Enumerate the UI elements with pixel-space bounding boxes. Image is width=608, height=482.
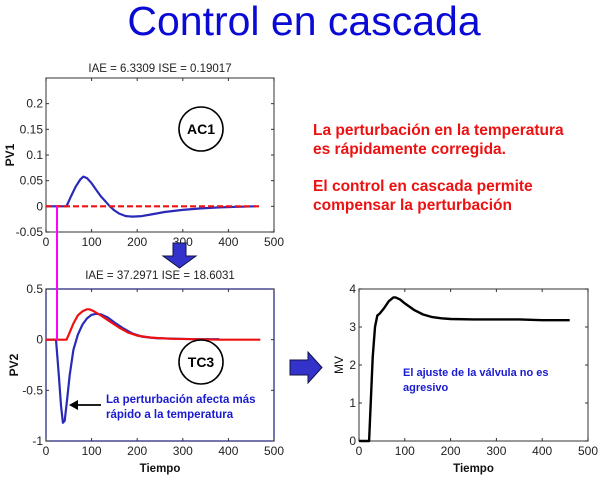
plot-frame <box>45 77 275 233</box>
y-tick-label: 0.5 <box>26 282 43 296</box>
y-tick-label: 0 <box>36 199 43 213</box>
pv2-annotation-text-2: rápido a la temperatura <box>106 409 234 421</box>
note-cascade-compensates: El control en cascada permite compensar … <box>313 177 533 215</box>
x-tick-label: 100 <box>395 444 415 458</box>
x-tick-label: 400 <box>218 235 238 249</box>
note-disturbance-corrected: La perturbación en la temperatura es ráp… <box>313 121 564 159</box>
y-tick-label: 0.05 <box>20 174 44 188</box>
x-tick-label: 0 <box>43 235 50 249</box>
y-tick-label: 0 <box>36 333 43 347</box>
series-line <box>46 175 256 218</box>
tc3-badge: TC3 <box>178 339 224 385</box>
tc3-circle <box>178 339 224 385</box>
pv2-annotation-text-1: La perturbación afecta más <box>106 394 256 406</box>
ac1-badge: AC1 <box>178 106 224 152</box>
plot-frame <box>45 288 275 442</box>
chart-mv: 0 100 200 300 400 500 0 1 2 3 4 Tiempo MV <box>332 282 598 475</box>
chart-title: IAE = 37.2971 ISE = 18.6031 <box>85 270 235 282</box>
y-axis-label: PV1 <box>3 143 17 166</box>
note-line: El control en cascada permite <box>313 178 533 195</box>
series-line <box>359 296 570 443</box>
x-tick-label: 500 <box>578 444 598 458</box>
y-tick-label: 1 <box>349 396 356 410</box>
y-tick-label: 2 <box>349 358 356 372</box>
x-tick-label: 200 <box>127 444 147 458</box>
y-tick-label: 0 <box>349 434 356 448</box>
mv-annotation-text-1: El ajuste de la válvula no es <box>403 367 549 379</box>
x-tick-label: 100 <box>82 444 102 458</box>
series-line <box>46 308 261 341</box>
tc3-label: TC3 <box>188 354 215 370</box>
y-axis-label: PV2 <box>7 353 21 376</box>
x-axis-label: Tiempo <box>453 463 494 475</box>
chart-title: IAE = 6.3309 ISE = 0.19017 <box>88 63 231 75</box>
x-tick-label: 400 <box>218 444 238 458</box>
y-tick-label: 0.2 <box>26 97 43 111</box>
x-tick-label: 200 <box>127 235 147 249</box>
y-axis-label: MV <box>332 356 346 374</box>
note-line: La perturbación en la temperatura <box>313 122 564 139</box>
note-line: es rápidamente corregida. <box>313 141 506 158</box>
x-tick-label: 300 <box>486 444 506 458</box>
x-tick-label: 0 <box>43 444 50 458</box>
ac1-circle <box>178 106 224 152</box>
ac1-label: AC1 <box>187 121 215 137</box>
note-line: compensar la perturbación <box>313 197 512 214</box>
y-tick-label: 4 <box>349 282 356 296</box>
chart-pv2: 0 100 200 300 400 500 -1 -0.5 0 0.5 IAE = 37.2971 … <box>7 270 284 475</box>
slide-title: Control en cascada <box>127 0 481 44</box>
plot-frame <box>358 288 589 442</box>
y-tick-label: 0.1 <box>26 148 43 162</box>
x-tick-label: 400 <box>532 444 552 458</box>
y-tick-label: 3 <box>349 320 356 334</box>
right-arrow-icon <box>289 350 323 385</box>
y-tick-label: -1 <box>32 434 43 448</box>
y-tick-label: 0.15 <box>20 122 44 136</box>
chart-pv1: 0 100 200 300 400 500-0.0500.050.10.150.2IAE … <box>3 63 284 249</box>
x-tick-label: 500 <box>264 235 284 249</box>
down-arrow-icon <box>161 242 198 269</box>
pv2-annotation-arrow <box>69 400 101 410</box>
y-tick-label: -0.5 <box>22 383 43 397</box>
x-axis-label: Tiempo <box>140 463 181 475</box>
x-tick-label: 100 <box>82 235 102 249</box>
x-tick-label: 500 <box>264 444 284 458</box>
x-tick-label: 200 <box>441 444 461 458</box>
x-tick-label: 300 <box>173 444 193 458</box>
y-tick-label: -0.05 <box>16 225 44 239</box>
mv-annotation-text-2: agresivo <box>403 382 449 394</box>
x-tick-label: 0 <box>356 444 363 458</box>
